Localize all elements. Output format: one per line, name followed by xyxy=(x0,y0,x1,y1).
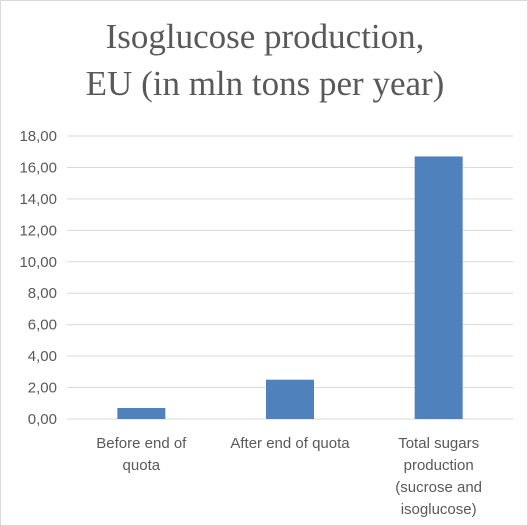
x-category-label: Total sugars xyxy=(398,435,479,452)
y-tick-label: 18,00 xyxy=(19,128,57,145)
y-tick-label: 6,00 xyxy=(28,317,57,334)
y-tick-label: 14,00 xyxy=(19,191,57,208)
chart-title-line-1: Isoglucose production, xyxy=(105,17,425,56)
x-category-label: quota xyxy=(123,457,161,474)
x-category-label: isoglucose) xyxy=(401,501,477,518)
y-tick-label: 2,00 xyxy=(28,380,57,397)
chart-title: Isoglucose production, EU (in mln tons p… xyxy=(21,13,509,107)
bar xyxy=(117,407,166,419)
y-tick-label: 4,00 xyxy=(28,348,57,365)
y-tick-label: 8,00 xyxy=(28,285,57,302)
y-tick-label: 0,00 xyxy=(28,411,57,428)
x-category-label: After end of quota xyxy=(230,435,350,452)
y-tick-label: 16,00 xyxy=(19,159,57,176)
bar xyxy=(266,379,314,419)
x-category-label: Before end of xyxy=(96,435,187,452)
x-category-label: production xyxy=(404,457,474,474)
x-category-label: (sucrose and xyxy=(395,479,482,496)
y-tick-label: 10,00 xyxy=(19,254,57,271)
y-tick-label: 12,00 xyxy=(19,222,57,239)
chart-title-line-2: EU (in mln tons per year) xyxy=(85,64,445,103)
bar xyxy=(414,156,463,419)
